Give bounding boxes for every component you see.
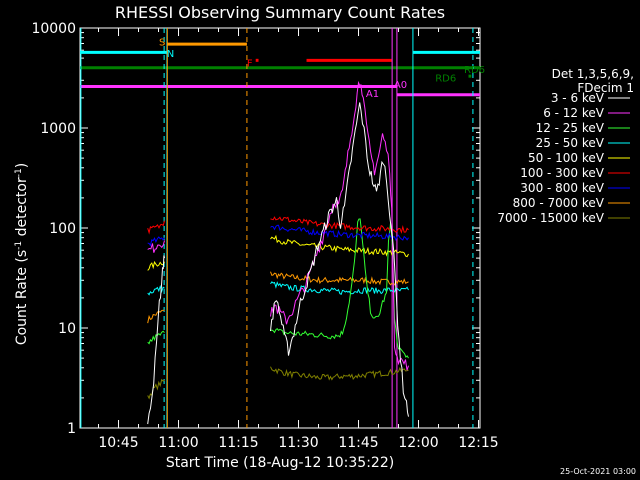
series-line [270,234,409,258]
y-tick-label: 1000 [40,121,76,137]
series-line [147,309,165,324]
annotation-label: A0 [394,80,407,91]
series-line [147,236,165,247]
annotation-label: RD6 [435,73,456,84]
annotation-label: N [167,49,174,60]
series-line [270,271,409,286]
footer-timestamp: 25-Oct-2021 03:00 [560,467,636,476]
series-line [270,80,409,371]
series-line [147,330,165,345]
series-line [147,284,165,296]
y-tick-label: 1 [67,421,76,437]
y-tick-label: 100 [49,221,76,237]
legend-header: Det 1,3,5,6,9, [552,67,634,81]
series-line [270,224,409,242]
x-tick-label: 10:45 [98,435,138,451]
legend-entry-label: 100 - 300 keV [520,166,604,180]
series-line [270,281,409,296]
series-line [147,378,165,400]
legend-entry-label: 300 - 800 keV [520,181,604,195]
annotation-label: F [247,59,253,70]
y-tick-label: 10 [58,321,76,337]
annotation-label: RD6 [464,65,485,76]
flag-bars [80,28,480,428]
x-axis-label: Start Time (18-Aug-12 10:35:22) [166,455,394,471]
series-line [147,260,165,271]
series-line [147,240,165,253]
series-line [270,216,409,234]
x-tick-label: 11:30 [278,435,318,451]
legend-entry-label: 50 - 100 keV [528,151,605,165]
ylabel-part: ) [14,163,30,168]
x-tick-label: 11:15 [218,435,258,451]
legend-entry-label: 7000 - 15000 keV [497,211,604,225]
ylabel-superscript: -1 [14,241,24,250]
legend-entry-label: 12 - 25 keV [536,121,605,135]
series-lines [147,80,409,425]
legend-entry-label: 800 - 7000 keV [513,196,605,210]
annotation-label: S [159,38,165,49]
legend-header: FDecim 1 [577,81,634,95]
series-line [270,102,409,417]
x-tick-label: 11:00 [158,435,198,451]
y-tick-label: 10000 [31,21,76,37]
series-line [147,255,165,425]
axis-ticks: 10:45 11:00 11:15 11:30 11:45 12:00 12:15 1 10 10… [31,21,498,451]
ylabel-superscript: -1 [14,168,24,177]
x-tick-label: 11:45 [338,435,378,451]
y-axis-label: Count Rate (s-1 detector-1) [14,163,30,345]
annotations: SN F A1 A0 RD6 RD6 [159,38,485,100]
chart-title: RHESSI Observing Summary Count Rates [115,3,445,22]
ylabel-part: Count Rate (s [14,250,30,345]
legend-entry-label: 3 - 6 keV [551,91,605,105]
legend-entry-label: 6 - 12 keV [543,106,605,120]
legend-entry-label: 25 - 50 keV [536,136,605,150]
series-line [147,220,165,235]
series-line [270,366,409,381]
ylabel-part: detector [14,177,30,241]
annotation-label: A1 [366,89,379,100]
x-tick-label: 12:15 [458,435,498,451]
x-tick-label: 12:00 [398,435,438,451]
